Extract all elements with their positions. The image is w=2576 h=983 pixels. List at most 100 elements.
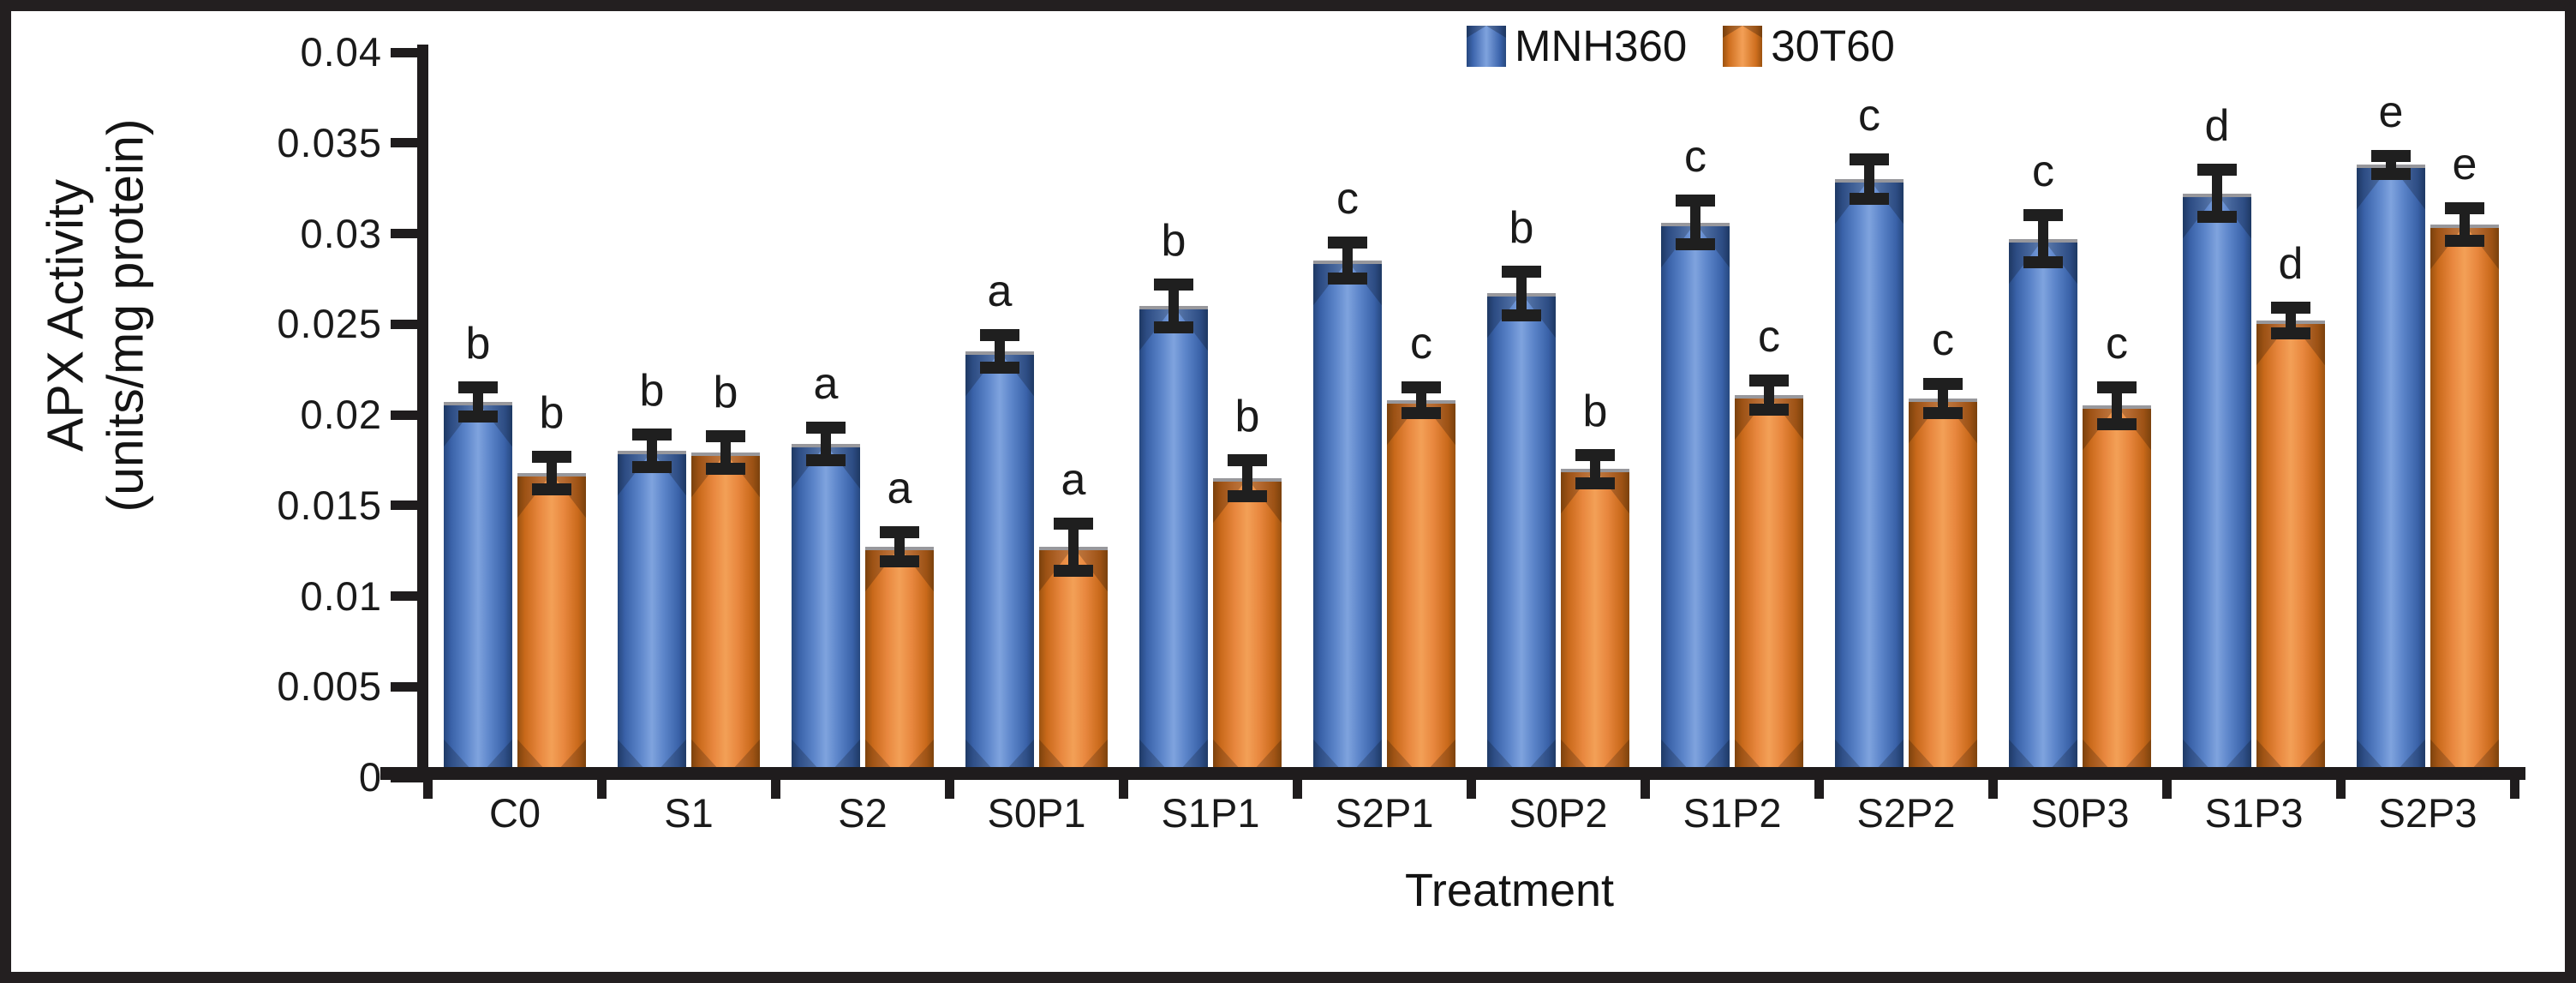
bar-30T60-S1P2 [1735, 394, 1803, 778]
x-category-label: S1P1 [1161, 790, 1260, 836]
bar-30T60-S0P1 [1039, 547, 1108, 777]
significance-letter: c [1932, 315, 1954, 366]
error-bar-cap-top [1402, 381, 1441, 394]
x-category-label: S2 [838, 790, 888, 836]
error-bar-cap-top [1749, 374, 1789, 387]
error-bar-cap-top [1502, 265, 1541, 278]
error-bar-cap-top [532, 450, 571, 463]
y-axis-tick [391, 681, 421, 692]
error-bar-cap-top [806, 421, 846, 434]
error-bar-cap-bottom [1502, 309, 1541, 321]
error-bar-cap-bottom [2197, 211, 2237, 224]
error-bar-cap-bottom [532, 483, 571, 495]
x-axis-tick [771, 768, 780, 799]
error-bar-cap-top [1328, 237, 1367, 249]
error-bar [995, 334, 1005, 368]
y-axis-tick-label: 0.02 [300, 392, 382, 437]
error-bar [1764, 380, 1774, 410]
x-category-label: S2P1 [1335, 790, 1434, 836]
y-axis-tick [391, 410, 421, 420]
error-bar [2112, 387, 2122, 424]
error-bar-cap-top [1850, 153, 1889, 165]
error-bar-cap-bottom [2271, 327, 2310, 339]
bar-30T60-C0 [517, 472, 586, 778]
error-bar-cap-bottom [1328, 273, 1367, 285]
y-axis-tick-label: 0.025 [277, 301, 382, 347]
significance-letter: b [1582, 386, 1608, 436]
x-category-label: C0 [488, 790, 541, 836]
error-bar [1864, 159, 1874, 200]
significance-letter: c [1758, 311, 1780, 362]
y-axis-tick [391, 500, 421, 511]
error-bar [547, 456, 557, 489]
x-axis-tick [1119, 768, 1128, 799]
significance-letter: e [2452, 139, 2477, 189]
significance-letter: b [639, 366, 665, 417]
significance-letter: b [713, 368, 738, 418]
error-bar-cap-top [706, 430, 745, 443]
error-bar [1938, 384, 1948, 413]
x-axis-tick [1814, 768, 1824, 799]
x-axis-tick [1988, 768, 1998, 799]
x-axis-tick [423, 768, 433, 799]
bar-30T60-S2P1 [1387, 400, 1455, 777]
x-axis-tick [2510, 768, 2519, 799]
error-bar-cap-top [880, 526, 919, 539]
error-bar [1068, 523, 1079, 571]
significance-letter: b [1234, 391, 1260, 441]
bar-30T60-S2P2 [1909, 398, 1977, 778]
bar-30T60-S0P2 [1561, 469, 1629, 777]
error-bar [2459, 207, 2470, 241]
error-bar-cap-top [1575, 448, 1615, 461]
error-bar [1242, 459, 1252, 497]
bar-MNH360-S1P2 [1661, 222, 1730, 778]
x-axis-tick [2162, 768, 2172, 799]
y-axis-tick [391, 138, 421, 148]
error-bar [1168, 284, 1179, 328]
error-bar-cap-bottom [2097, 417, 2137, 430]
error-bar [2212, 170, 2222, 218]
x-axis-tick [2336, 768, 2346, 799]
significance-letter: a [887, 464, 912, 514]
y-axis-tick-label: 0.03 [300, 210, 382, 256]
y-axis-tick-label: 0.015 [277, 482, 382, 528]
error-bar-cap-bottom [458, 411, 498, 423]
bar-MNH360-S0P2 [1487, 293, 1556, 777]
significance-letter: c [1858, 90, 1880, 141]
y-axis-tick-label: 0.035 [277, 119, 382, 165]
x-category-label: S1 [664, 790, 714, 836]
significance-letter: b [1509, 202, 1534, 253]
legend-swatch-30t60 [1723, 25, 1763, 67]
bar-30T60-S0P3 [2083, 405, 2151, 777]
bar-MNH360-S2 [792, 443, 860, 778]
error-bar-cap-top [458, 381, 498, 394]
error-bar-cap-bottom [806, 453, 846, 466]
bar-MNH360-S1P3 [2183, 193, 2251, 778]
bar-MNH360-S0P3 [2009, 238, 2077, 778]
bar-MNH360-S2P1 [1313, 261, 1382, 777]
error-bar-cap-top [1923, 378, 1963, 391]
significance-letter: c [1684, 132, 1706, 183]
error-bar [473, 387, 483, 417]
error-bar-cap-bottom [1054, 564, 1093, 577]
error-bar [2286, 308, 2296, 333]
significance-letter: b [1161, 215, 1186, 266]
error-bar-cap-top [2271, 302, 2310, 315]
error-bar-cap-bottom [1575, 477, 1615, 490]
significance-letter: d [2278, 239, 2304, 290]
error-bar-cap-bottom [980, 362, 1019, 374]
error-bar-cap-top [2445, 201, 2484, 214]
error-bar-cap-bottom [1154, 321, 1193, 334]
error-bar-cap-bottom [1676, 238, 1715, 251]
x-axis-tick [945, 768, 954, 799]
error-bar-cap-bottom [1850, 193, 1889, 206]
x-axis-line [380, 767, 2525, 780]
x-category-label: S1P2 [1682, 790, 1782, 836]
y-axis-tick [391, 591, 421, 601]
bar-30T60-S1 [691, 453, 760, 777]
error-bar-cap-bottom [2023, 256, 2063, 269]
legend-label-30t60: 30T60 [1771, 21, 1895, 70]
bar-30T60-S2 [865, 547, 934, 777]
error-bar [1416, 387, 1426, 413]
